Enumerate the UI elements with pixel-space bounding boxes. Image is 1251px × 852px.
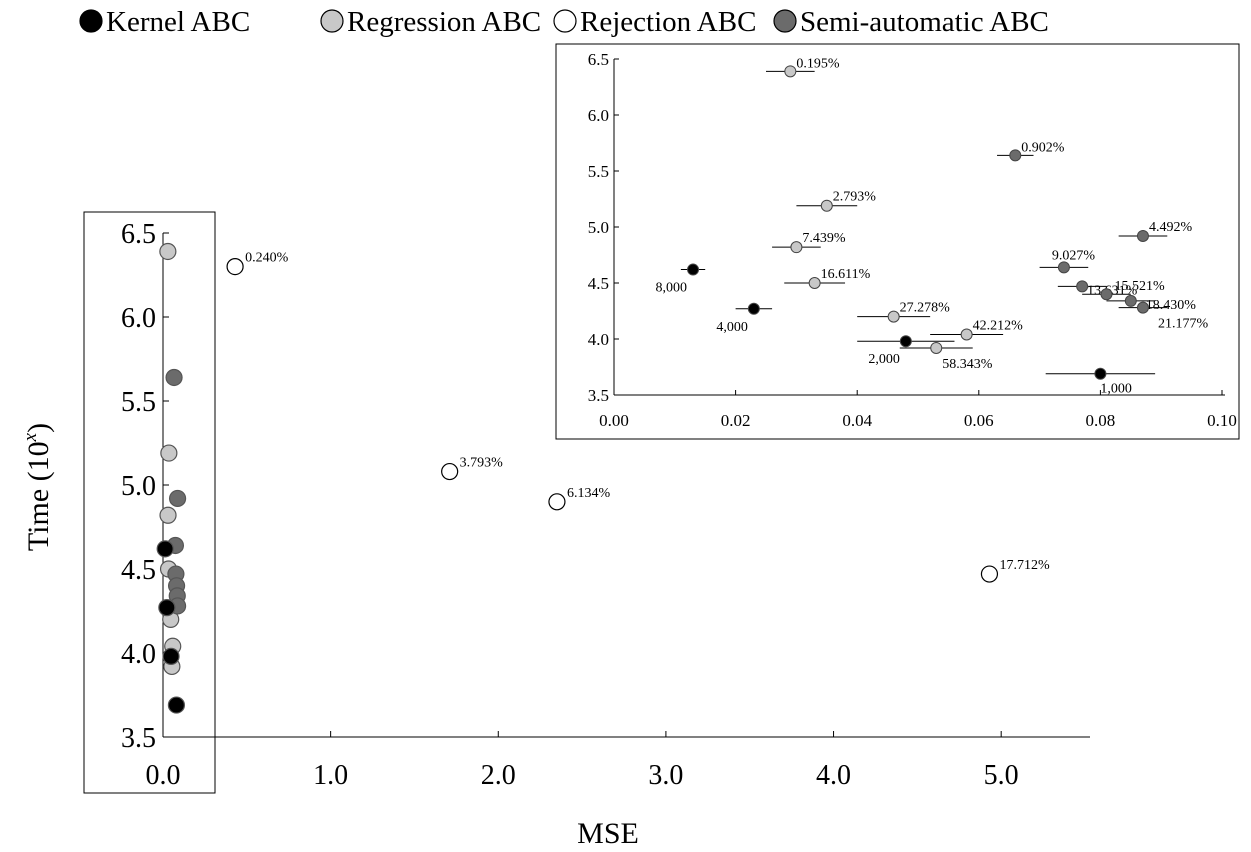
main-x-tick-label: 2.0 — [481, 760, 516, 791]
inset-y-tick-label: 5.0 — [588, 218, 609, 237]
inset-point-label: 21.177% — [1158, 317, 1209, 332]
main-x-tick-label: 5.0 — [984, 760, 1019, 791]
legend-marker-1 — [79, 9, 103, 33]
inset-point-semi-automatic-abc — [1057, 261, 1070, 274]
y-axis-title-suffix: ) — [22, 423, 55, 433]
inset-plot: 3.5 4.0 4.5 5.0 5.5 6.0 6.5 0.00 0.02 0.04 0.06 0.0… — [555, 43, 1240, 440]
main-point-label: 17.712% — [999, 558, 1050, 573]
main-point-semi-automatic-abc — [165, 368, 183, 387]
main-plot: 3.5 4.0 4.5 5.0 5.5 6.0 6.5 0.0 1.0 2.0 3.0 4.0 5.0 0… — [83, 211, 1090, 794]
main-point-rejection-abc — [226, 258, 244, 276]
zoom-box — [83, 211, 216, 794]
main-point-label: 3.793% — [460, 456, 504, 471]
y-axis-title-superscript: x — [20, 432, 41, 442]
main-x-tick-label: 1.0 — [313, 760, 348, 791]
inset-y-tick-label: 5.5 — [588, 162, 609, 181]
main-point-label: 0.240% — [245, 251, 288, 266]
inset-point-label: 8,000 — [656, 281, 688, 296]
inset-point-kernel-abc — [899, 335, 912, 348]
inset-x-tick-label: 0.10 — [1207, 411, 1237, 430]
inset-point-semi-automatic-abc — [1100, 288, 1113, 301]
inset-point-semi-automatic-abc — [1076, 280, 1089, 293]
main-point-rejection-abc — [548, 493, 566, 511]
legend-label-4: Semi-automatic ABC — [800, 6, 1049, 38]
inset-point-label: 18.430% — [1146, 298, 1197, 313]
legend-label-2: Regression ABC — [347, 6, 541, 38]
inset-frame — [555, 43, 1240, 440]
inset-point-regression-abc — [960, 328, 973, 341]
main-y-tick-label: 4.5 — [121, 555, 156, 586]
inset-point-label: 9.027% — [1052, 248, 1096, 263]
inset-point-label: 1,000 — [1100, 382, 1132, 397]
main-point-kernel-abc — [167, 696, 186, 714]
inset-point-kernel-abc — [1094, 367, 1107, 380]
main-point-regression-abc — [159, 506, 177, 524]
main-y-tick-label: 5.5 — [121, 387, 156, 418]
inset-point-kernel-abc — [747, 302, 760, 315]
inset-y-tick-label: 6.0 — [588, 106, 609, 125]
inset-point-label: 2,000 — [868, 352, 900, 367]
legend-marker-4 — [773, 9, 797, 33]
inset-point-label: 15.521% — [1114, 279, 1165, 294]
inset-point-label: 4.492% — [1149, 220, 1193, 235]
inset-x-tick-label: 0.00 — [599, 411, 629, 430]
inset-x-tick-label: 0.06 — [964, 411, 994, 430]
inset-point-label: 27.278% — [900, 301, 951, 316]
inset-point-label: 58.343% — [942, 357, 993, 372]
inset-point-label: 42.212% — [973, 319, 1024, 334]
inset-point-label: 2.793% — [833, 190, 877, 205]
inset-point-semi-automatic-abc — [1124, 294, 1137, 307]
inset-x-tick-label: 0.02 — [721, 411, 751, 430]
main-point-kernel-abc — [158, 599, 176, 617]
main-point-kernel-abc — [156, 540, 174, 558]
inset-y-tick-label: 4.0 — [588, 330, 609, 349]
inset-y-tick-label: 3.5 — [588, 386, 609, 405]
inset-point-label: 0.902% — [1021, 140, 1065, 155]
main-point-kernel-abc — [162, 647, 180, 665]
main-point-label: 6.134% — [567, 486, 611, 501]
x-axis-title: MSE — [577, 817, 639, 850]
inset-point-regression-abc — [784, 65, 797, 78]
inset-point-regression-abc — [887, 310, 900, 323]
inset-point-semi-automatic-abc — [1136, 229, 1149, 242]
inset-point-label: 16.611% — [821, 267, 871, 282]
main-point-regression-abc — [159, 242, 177, 261]
inset-point-regression-abc — [930, 341, 943, 354]
main-point-rejection-abc — [441, 462, 459, 481]
y-axis-title-main: Time (10 — [22, 441, 55, 551]
legend-label-1: Kernel ABC — [106, 6, 250, 38]
main-point-regression-abc — [160, 444, 178, 462]
y-axis-title: Time (10x) — [20, 423, 55, 551]
main-y-tick-label: 5.0 — [121, 471, 156, 502]
chart-legend: Kernel ABC Regression ABC Rejection ABC Sem… — [79, 6, 1049, 38]
legend-marker-3 — [553, 9, 577, 33]
inset-point-label: 0.195% — [796, 56, 840, 71]
inset-point-semi-automatic-abc — [1009, 149, 1022, 162]
main-point-semi-automatic-abc — [168, 489, 187, 508]
main-point-rejection-abc — [980, 565, 999, 583]
inset-point-regression-abc — [790, 241, 803, 254]
main-y-tick-label: 4.0 — [121, 639, 156, 670]
inset-point-kernel-abc — [687, 263, 700, 276]
legend-label-3: Rejection ABC — [580, 6, 756, 38]
main-y-tick-label: 3.5 — [121, 723, 156, 754]
main-x-tick-label: 4.0 — [816, 760, 851, 791]
main-y-tick-label: 6.0 — [121, 303, 156, 334]
inset-point-regression-abc — [820, 199, 833, 212]
inset-point-label: 4,000 — [716, 320, 748, 335]
legend-marker-2 — [320, 9, 344, 33]
main-x-tick-label: 0.0 — [146, 760, 181, 791]
inset-x-tick-label: 0.08 — [1086, 411, 1116, 430]
inset-y-tick-label: 6.5 — [588, 50, 609, 69]
inset-x-tick-label: 0.04 — [842, 411, 872, 430]
inset-point-label: 7.439% — [802, 231, 846, 246]
main-x-tick-label: 3.0 — [648, 760, 683, 791]
inset-point-regression-abc — [808, 277, 821, 289]
inset-y-tick-label: 4.5 — [588, 274, 609, 293]
main-y-tick-label: 6.5 — [121, 219, 156, 250]
inset-point-semi-automatic-abc — [1136, 301, 1149, 314]
